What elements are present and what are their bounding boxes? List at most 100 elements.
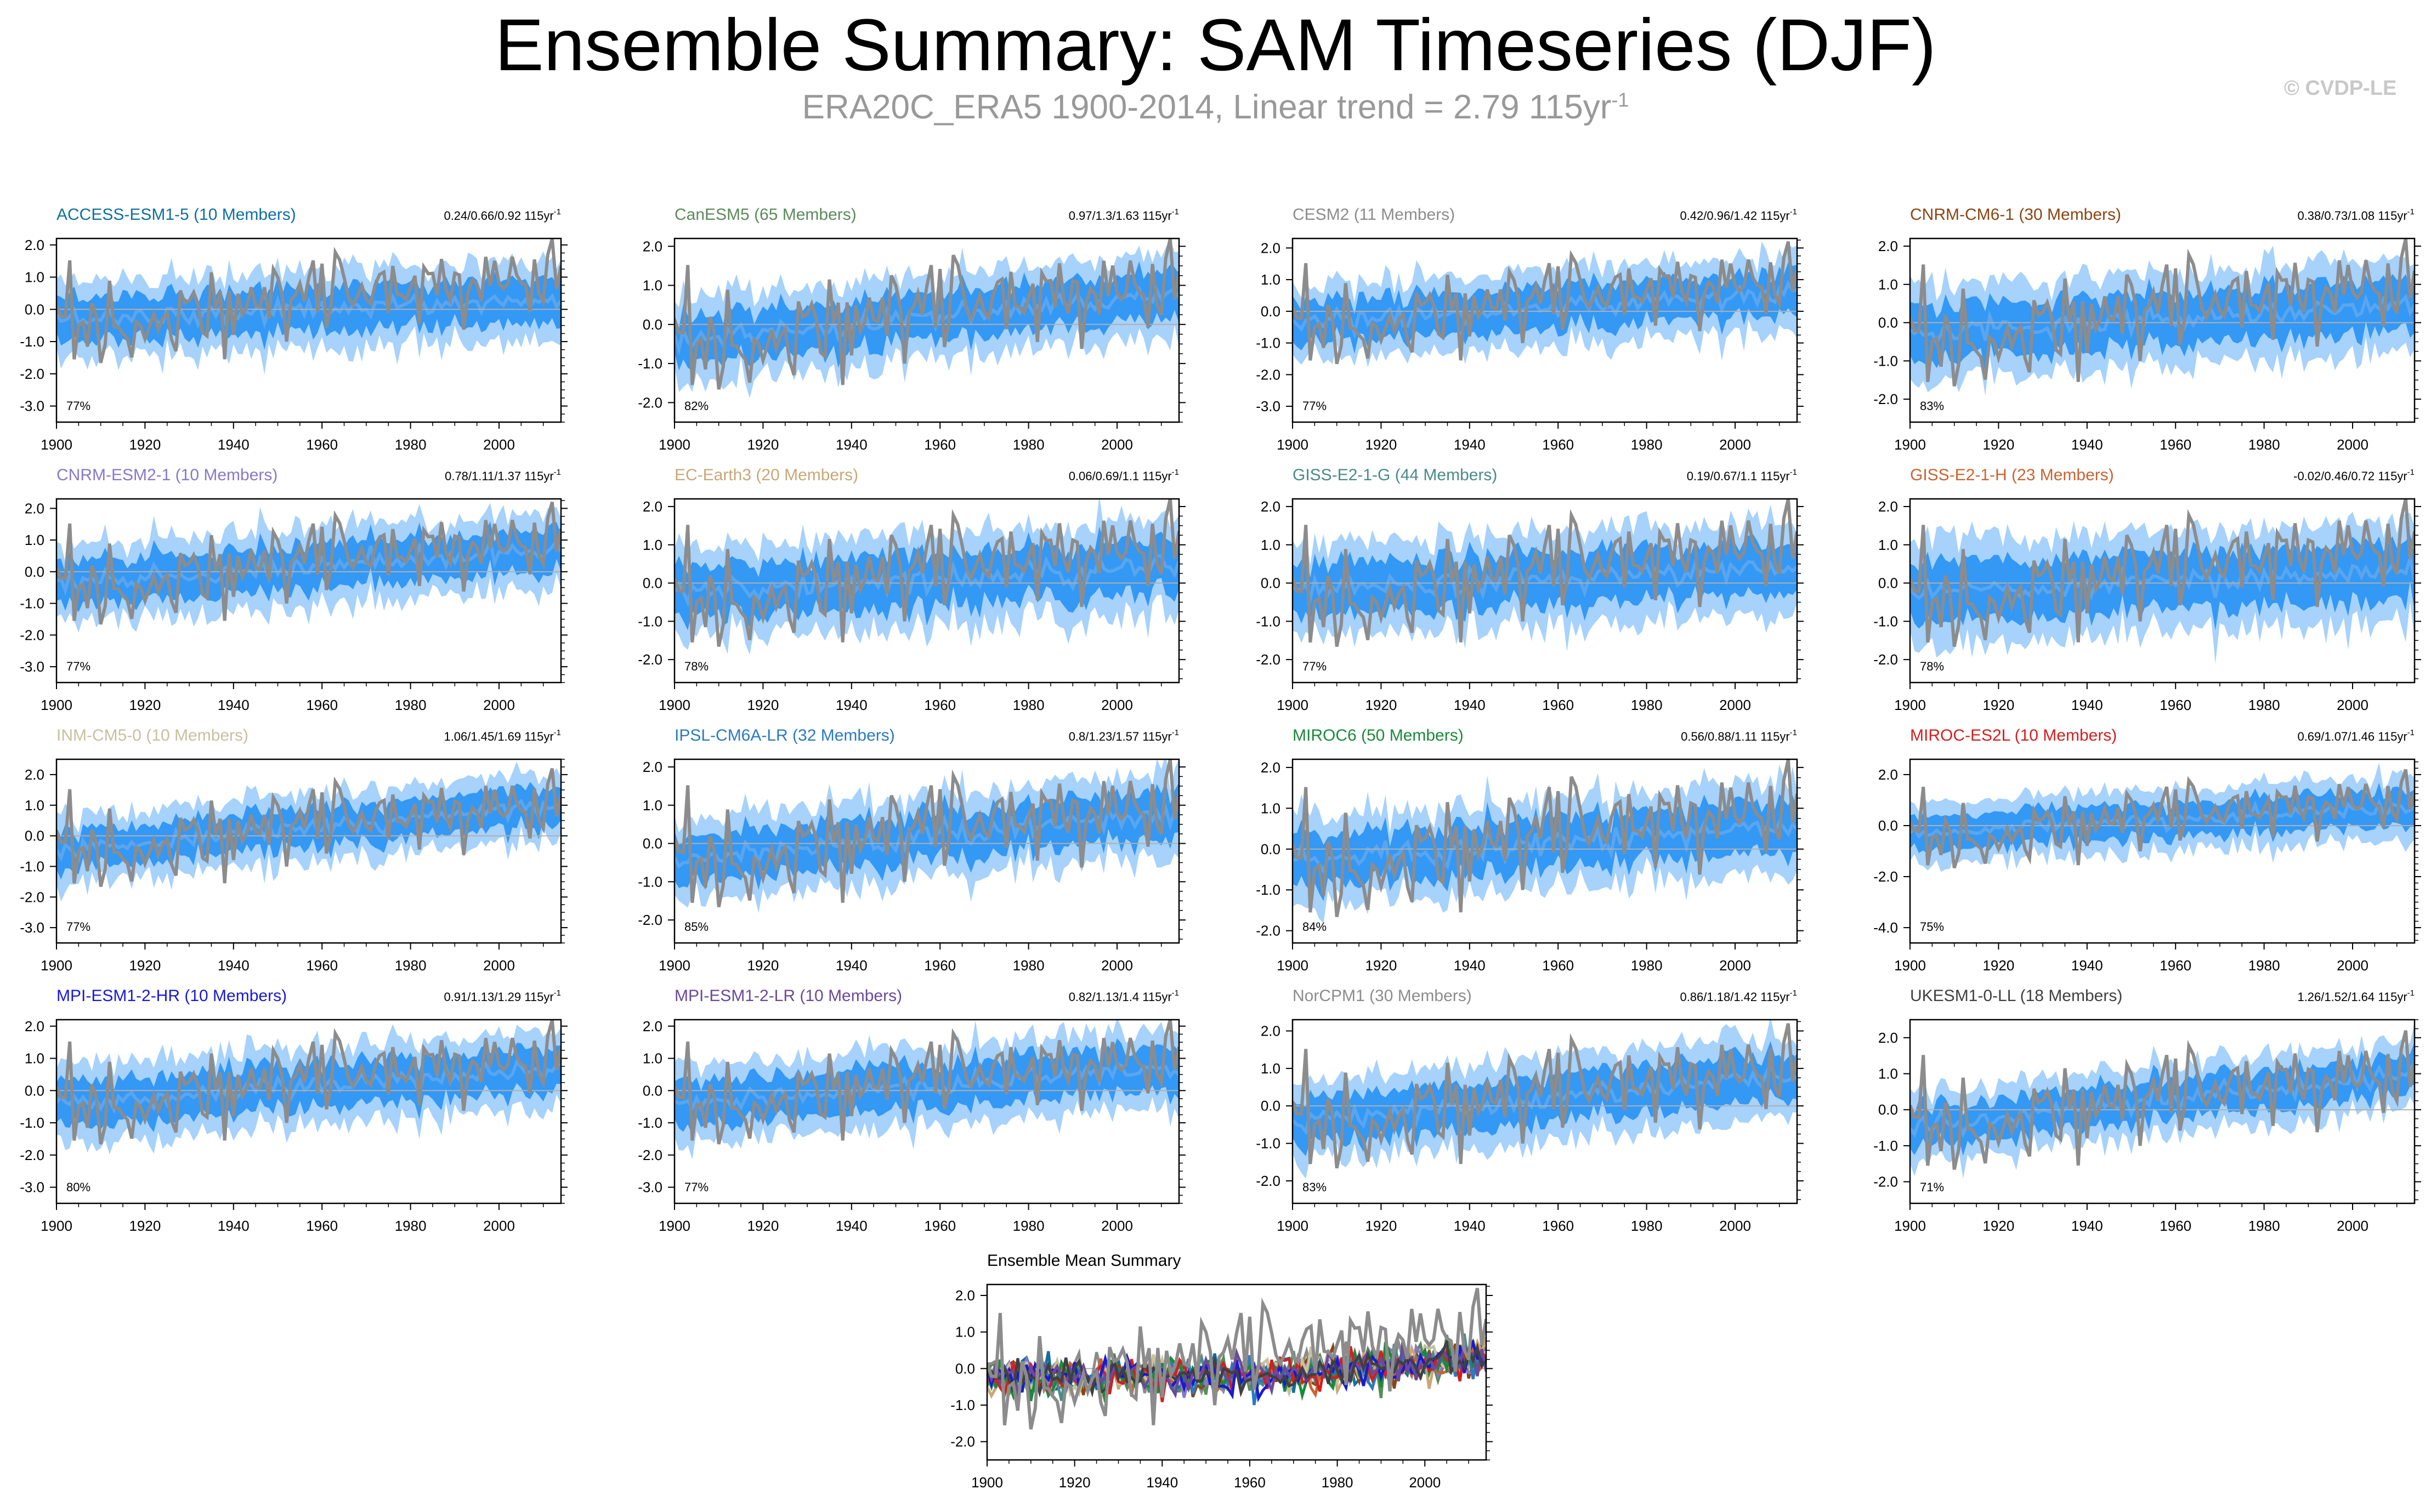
plot-area <box>1293 1020 1797 1179</box>
x-tick-label: 1940 <box>218 1218 250 1234</box>
panel-percent-label: 84% <box>1302 920 1327 934</box>
x-tick-label: 2000 <box>1101 436 1133 453</box>
watermark: © CVDP-LE <box>2284 77 2397 100</box>
x-tick-label: 2000 <box>1101 1218 1133 1234</box>
x-tick-label: 1940 <box>2071 436 2103 453</box>
subtitle-superscript: -1 <box>1611 88 1629 111</box>
x-tick-label: 1920 <box>1982 436 2014 453</box>
chart-panel-7: 2.0 1.0 0.0 -1.0 -2.0 1900 1920 1940 1960 1980 200… <box>1873 466 2421 713</box>
x-tick-label: 1900 <box>41 1218 72 1234</box>
y-tick-label: -2.0 <box>638 394 662 411</box>
y-tick-label: -1.0 <box>20 595 44 612</box>
plot-frame <box>1291 237 1798 423</box>
plot-frame <box>55 498 562 684</box>
y-tick-label: 2.0 <box>643 238 662 254</box>
y-tick-label: 0.0 <box>1878 1101 1898 1118</box>
trend-text: 0.38/0.73/1.08 115yr <box>2297 209 2407 223</box>
plot-frame <box>673 758 1180 944</box>
plot-area <box>1910 762 2415 872</box>
x-tick-label: 1980 <box>1322 1474 1353 1491</box>
panel-trend-label: 1.06/1.45/1.69 115yr-1 <box>444 728 561 743</box>
ensemble-mean-line <box>56 291 561 329</box>
panel-title: CNRM-CM6-1 (30 Members) <box>1910 206 2121 224</box>
panel-percent-label: 71% <box>1920 1180 1944 1194</box>
x-tick-label: 1980 <box>1013 697 1045 713</box>
chart-panel-12: 2.0 1.0 0.0 -1.0 -2.0 -3.0 1900 1920 1940 1960 198… <box>20 987 568 1234</box>
panel-trend-label: 0.56/0.88/1.11 115yr-1 <box>1681 728 1797 743</box>
trend-superscript: -1 <box>2407 728 2415 737</box>
plot-frame <box>1291 1019 1798 1204</box>
x-tick-label: 1900 <box>41 697 72 713</box>
observed-line <box>675 499 1179 647</box>
trend-superscript: -1 <box>554 728 561 737</box>
y-tick-label: -2.0 <box>20 889 44 905</box>
y-tick-label: -3.0 <box>1256 398 1280 414</box>
x-tick-label: 1920 <box>747 697 779 713</box>
y-tick-label: 0.0 <box>955 1360 975 1377</box>
y-tick-label: 0.0 <box>643 835 662 852</box>
observed-line <box>675 238 1179 390</box>
panel-percent-label: 77% <box>66 660 90 673</box>
trend-text: 0.42/0.96/1.42 115yr <box>1680 209 1789 223</box>
panel-title: MPI-ESM1-2-HR (10 Members) <box>56 987 287 1005</box>
ensemble-mean-line <box>675 551 1179 607</box>
y-tick-label: 2.0 <box>1261 240 1280 256</box>
trend-superscript: -1 <box>2407 207 2415 217</box>
y-tick-label: 1.0 <box>643 1050 662 1067</box>
panel-percent-label: 83% <box>1920 399 1944 413</box>
trend-superscript: -1 <box>554 988 561 998</box>
panel-trend-label: 0.69/1.07/1.46 115yr-1 <box>2297 728 2415 743</box>
chart-panel-6: 2.0 1.0 0.0 -1.0 -2.0 1900 1920 1940 1960 1980 200… <box>1256 466 1804 713</box>
x-tick-label: 1900 <box>1894 957 1926 974</box>
panel-title: NorCPM1 (30 Members) <box>1293 987 1472 1005</box>
chart-panel-9: 2.0 1.0 0.0 -1.0 -2.0 1900 1920 1940 1960 1980 200… <box>638 726 1186 974</box>
model-mean-line <box>987 1337 1486 1398</box>
plot-area <box>56 761 561 902</box>
x-tick-label: 1980 <box>395 697 427 713</box>
x-tick-label: 1960 <box>1234 1474 1266 1491</box>
panel-title: IPSL-CM6A-LR (32 Members) <box>675 726 895 744</box>
panel-title: INM-CM5-0 (10 Members) <box>56 726 248 744</box>
chart-panel-11: 2.0 0.0 -2.0 -4.0 1900 1920 1940 1960 1980 2000 MI… <box>1873 726 2421 974</box>
panel-percent-label: 75% <box>1920 920 1944 934</box>
observed-line <box>1910 769 2415 869</box>
panel-trend-label: 0.82/1.13/1.4 115yr-1 <box>1069 988 1179 1004</box>
trend-text: 0.97/1.3/1.63 115yr <box>1069 209 1172 223</box>
y-tick-label: -1.0 <box>1256 335 1280 351</box>
y-tick-label: -3.0 <box>638 1179 662 1196</box>
ensemble-mean-line <box>1293 818 1797 875</box>
panel-trend-label: 0.06/0.69/1.1 115yr-1 <box>1069 468 1179 483</box>
plot-area <box>56 238 561 374</box>
plot-frame <box>1291 498 1798 684</box>
plot-frame <box>1909 498 2416 684</box>
x-tick-label: 1920 <box>747 436 779 453</box>
observed-line <box>987 1288 1486 1430</box>
observed-line <box>1293 759 1797 917</box>
y-tick-label: -2.0 <box>1873 391 1898 407</box>
observed-line <box>56 1020 561 1145</box>
y-tick-label: 1.0 <box>955 1324 975 1340</box>
y-tick-label: -2.0 <box>638 912 662 928</box>
ensemble-mean-line <box>675 285 1179 356</box>
y-tick-label: -1.0 <box>638 355 662 372</box>
panel-trend-label: 0.97/1.3/1.63 115yr-1 <box>1069 207 1179 223</box>
trend-superscript: -1 <box>2407 988 2415 998</box>
x-tick-label: 2000 <box>1409 1474 1441 1491</box>
chart-panel-0: 2.0 1.0 0.0 -1.0 -2.0 -3.0 1900 1920 1940 1960 198… <box>20 206 568 453</box>
x-tick-label: 1940 <box>1454 1218 1486 1234</box>
y-tick-label: -2.0 <box>638 651 662 668</box>
observed-line <box>1293 499 1797 647</box>
x-tick-label: 1920 <box>129 436 161 453</box>
y-tick-label: 1.0 <box>1878 537 1898 553</box>
y-tick-label: 1.0 <box>643 797 662 814</box>
chart-panel-3: 2.0 1.0 0.0 -1.0 -2.0 1900 1920 1940 1960 1980 200… <box>1873 206 2421 453</box>
panel-trend-label: 0.19/0.67/1.1 115yr-1 <box>1687 468 1797 483</box>
y-tick-label: 0.0 <box>1878 575 1898 592</box>
observed-line <box>1293 1023 1797 1169</box>
panel-trend-label: -0.02/0.46/0.72 115yr-1 <box>2293 468 2415 483</box>
panel-percent-label: 77% <box>1302 660 1327 673</box>
y-tick-label: 0.0 <box>1261 841 1280 857</box>
panel-title: GISS-E2-1-G (44 Members) <box>1293 466 1497 484</box>
trend-text: 1.26/1.52/1.64 115yr <box>2297 990 2407 1004</box>
chart-panel-13: 2.0 1.0 0.0 -1.0 -2.0 -3.0 1900 1920 1940 1960 198… <box>638 987 1186 1234</box>
